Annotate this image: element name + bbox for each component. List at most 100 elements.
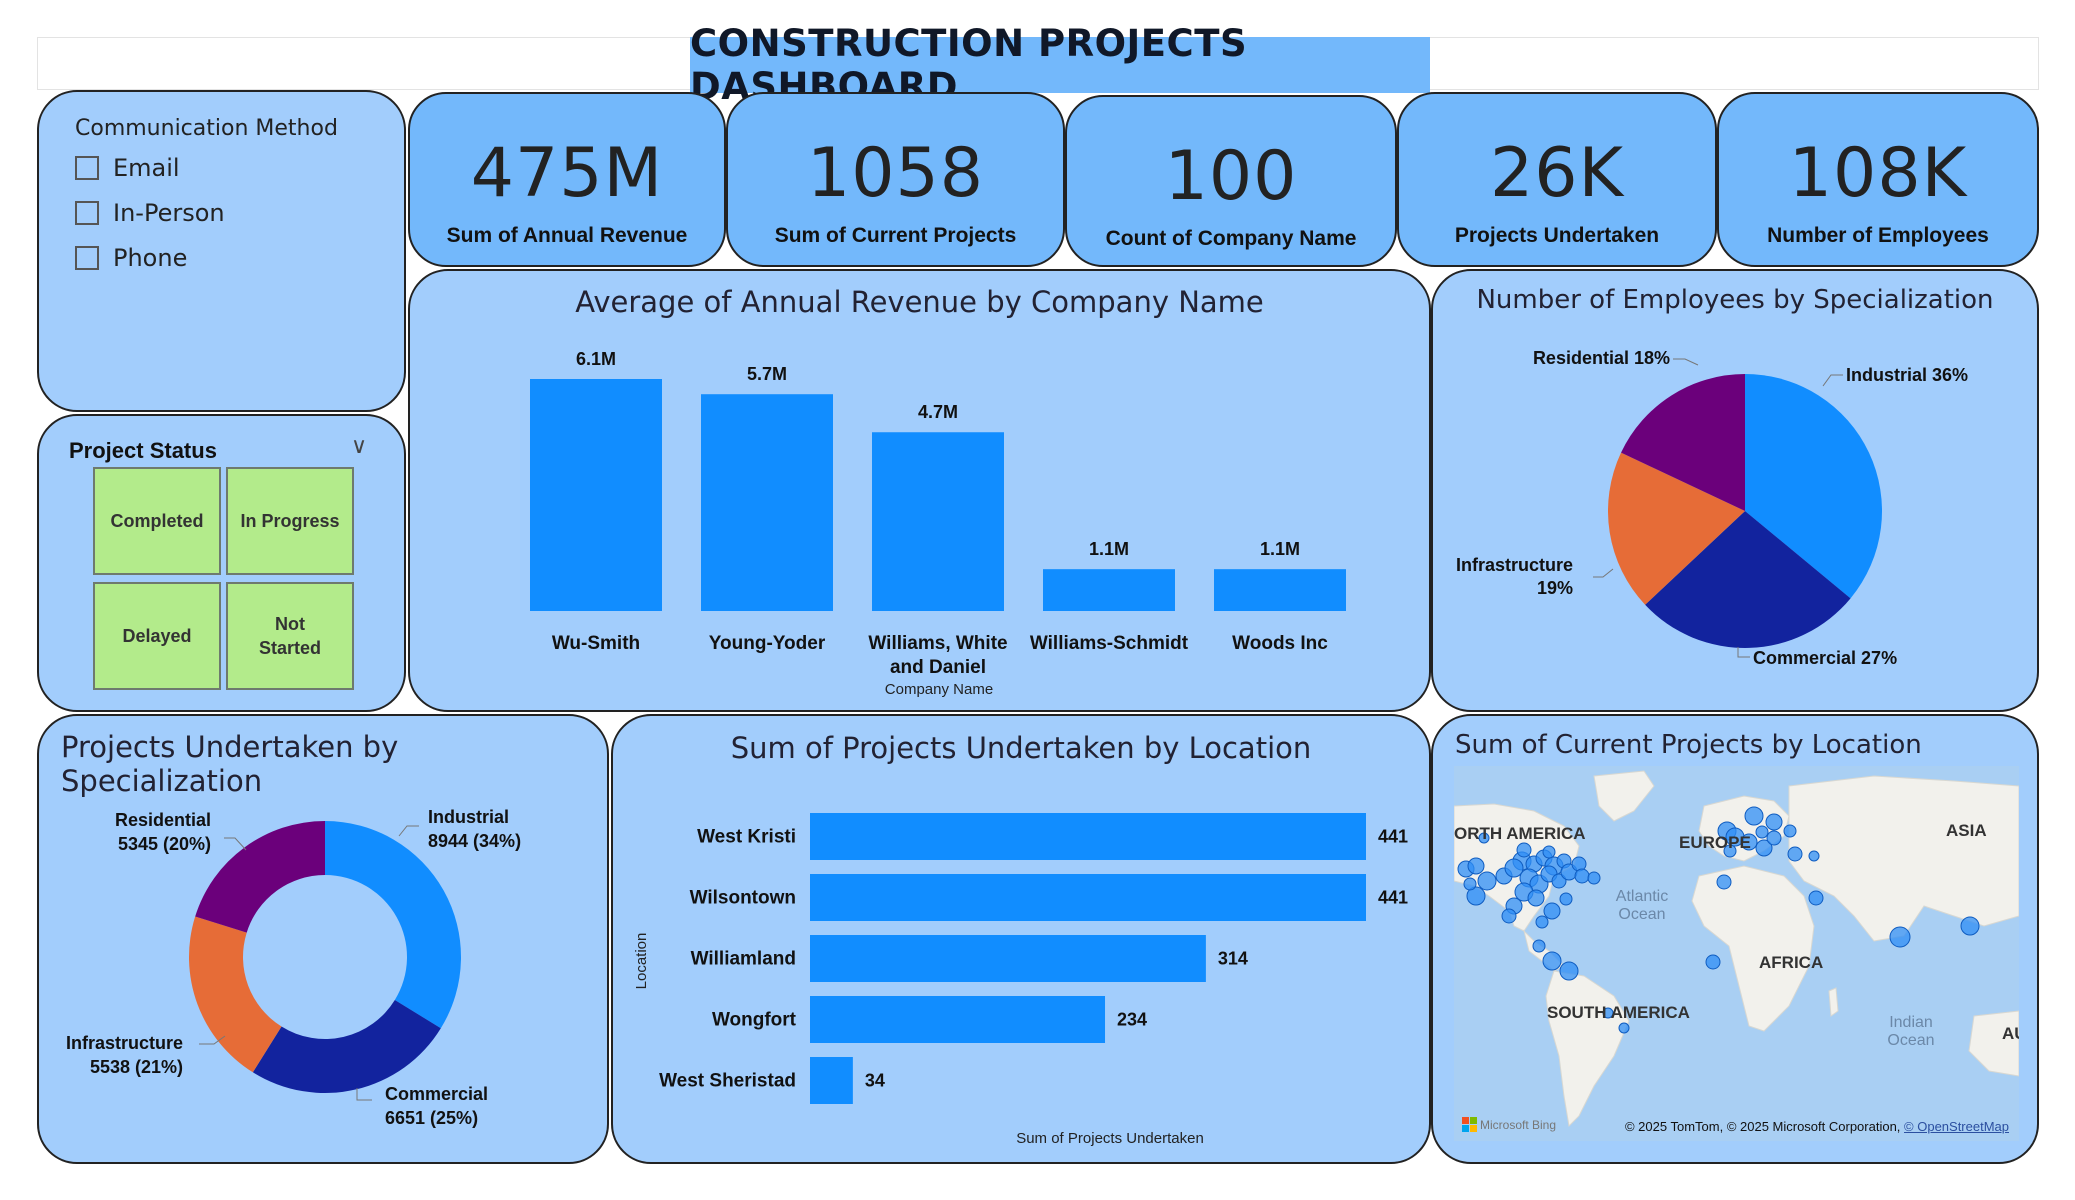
donut-slice-infrastructure[interactable] [189, 916, 282, 1073]
location-bubble[interactable] [1463, 877, 1477, 891]
bar[interactable] [810, 996, 1106, 1043]
slice-label-residential: Residential [115, 810, 211, 830]
data-label: 6.1M [576, 349, 616, 369]
donut-slice-commercial[interactable] [252, 999, 441, 1093]
kpi-value: 100 [1164, 137, 1298, 216]
communication-method-slicer: Communication Method Email In-Person Pho… [37, 90, 406, 412]
location-bubble[interactable] [1559, 961, 1579, 981]
location-bubble[interactable] [1766, 830, 1782, 846]
bar[interactable] [872, 432, 1004, 611]
location-bubble[interactable] [1618, 1022, 1630, 1034]
category-label: Wongfort [712, 1010, 797, 1031]
category-label: Wilsontown [690, 888, 796, 909]
projects-by-specialization-chart: Projects Undertaken by Specialization In… [37, 714, 609, 1164]
slice-label-commercial-value: 6651 (25%) [385, 1108, 478, 1128]
location-bubble[interactable] [1787, 846, 1803, 862]
data-label: 1.1M [1260, 539, 1300, 559]
world-map[interactable]: ORTH AMERICA EUROPE ASIA AFRICA SOUTH AM… [1454, 766, 2019, 1141]
leader-line [398, 825, 419, 837]
x-axis-label: Sum of Projects Undertaken [1016, 1130, 1204, 1147]
pie-slice-industrial[interactable] [1745, 374, 1882, 599]
bar[interactable] [701, 394, 833, 611]
chart-title: Sum of Projects Undertaken by Location [730, 731, 1312, 765]
location-bubble[interactable] [1889, 926, 1911, 948]
data-label: 34 [865, 1071, 885, 1091]
map-label-europe: EUROPE [1679, 833, 1751, 852]
category-label: Young-Yoder [709, 633, 826, 654]
bar[interactable] [530, 379, 662, 611]
slice-label-industrial-value: 8944 (34%) [428, 831, 521, 851]
location-bubble[interactable] [1783, 824, 1797, 838]
option-email[interactable]: Email [75, 154, 180, 182]
location-bubble[interactable] [1478, 832, 1490, 844]
location-bubble[interactable] [1960, 916, 1980, 936]
map-attribution: © 2025 TomTom, © 2025 Microsoft Corporat… [1625, 1119, 2009, 1134]
location-bubble[interactable] [1504, 858, 1524, 878]
location-bubble[interactable] [1477, 871, 1497, 891]
slicer-title: Communication Method [75, 116, 338, 141]
chart-title: Number of Employees by Specialization [1476, 285, 1994, 315]
option-phone[interactable]: Phone [75, 244, 187, 272]
option-in-person[interactable]: In-Person [75, 199, 225, 227]
location-bubble[interactable] [1808, 890, 1824, 906]
tile-completed[interactable]: Completed [93, 467, 221, 575]
leader-line [224, 837, 247, 851]
location-bubble[interactable] [1467, 857, 1485, 875]
category-label: Wu-Smith [552, 633, 640, 654]
openstreetmap-link[interactable]: © OpenStreetMap [1904, 1119, 2009, 1134]
bar[interactable] [810, 874, 1366, 921]
category-label: Woods Inc [1232, 633, 1328, 654]
location-bubble[interactable] [1516, 842, 1532, 858]
bar[interactable] [810, 935, 1206, 982]
kpi-number-employees: 108K Number of Employees [1717, 92, 2039, 267]
location-bubble[interactable] [1532, 939, 1546, 953]
location-bubble[interactable] [1466, 886, 1486, 906]
data-label: 234 [1117, 1010, 1147, 1030]
pie-slice-commercial[interactable] [1645, 511, 1851, 648]
checkbox-in-person[interactable] [75, 201, 99, 225]
bar[interactable] [1214, 569, 1346, 611]
location-bubble[interactable] [1755, 839, 1773, 857]
checkbox-email[interactable] [75, 156, 99, 180]
map-bubbles[interactable] [1457, 806, 1980, 1034]
location-bubble[interactable] [1744, 806, 1764, 826]
location-bubble[interactable] [1551, 873, 1567, 889]
location-bubble[interactable] [1808, 850, 1820, 862]
location-bubble[interactable] [1765, 813, 1783, 831]
location-bubble[interactable] [1740, 833, 1758, 851]
location-bubble[interactable] [1501, 908, 1517, 924]
tile-in-progress[interactable]: In Progress [226, 467, 354, 575]
map-label-north-america: ORTH AMERICA [1454, 824, 1586, 843]
employees-by-specialization-chart: Number of Employees by Specialization In… [1431, 269, 2039, 712]
slice-label-commercial: Commercial [385, 1084, 488, 1104]
location-bubble[interactable] [1527, 889, 1545, 907]
location-bubble[interactable] [1535, 915, 1549, 929]
location-bubble[interactable] [1723, 844, 1737, 858]
location-bubble[interactable] [1574, 868, 1590, 884]
location-bubble[interactable] [1542, 845, 1556, 859]
tile-not-started[interactable]: Not Started [226, 582, 354, 690]
pie-slice-infrastructure[interactable] [1608, 452, 1745, 605]
location-bubble[interactable] [1542, 951, 1562, 971]
donut-slice-residential[interactable] [195, 821, 325, 933]
location-bubble[interactable] [1543, 902, 1561, 920]
donut-slice-industrial[interactable] [325, 821, 461, 1029]
chevron-down-icon[interactable]: ∨ [351, 434, 368, 459]
checkbox-phone[interactable] [75, 246, 99, 270]
tile-delayed[interactable]: Delayed [93, 582, 221, 690]
bar-chart: 6.1M Wu-Smith 5.7M Young-Yoder 4.7M Williams,… [530, 349, 1346, 698]
location-bubble[interactable] [1587, 871, 1601, 885]
location-bubble[interactable] [1559, 892, 1573, 906]
location-bubble[interactable] [1602, 1007, 1614, 1019]
bar[interactable] [1043, 569, 1175, 611]
horizontal-bar-chart: 441 West Kristi 441 Wilsontown 314 Williamlan… [633, 813, 1408, 1147]
bar[interactable] [810, 1057, 853, 1104]
location-bubble[interactable] [1716, 874, 1732, 890]
bar[interactable] [810, 813, 1366, 860]
location-bubble[interactable] [1705, 954, 1721, 970]
leader-line [1737, 647, 1750, 658]
location-bubble[interactable] [1755, 825, 1769, 839]
data-label: 5.7M [747, 364, 787, 384]
map-canvas[interactable]: ORTH AMERICA EUROPE ASIA AFRICA SOUTH AM… [1454, 766, 2019, 1141]
pie-slice-residential[interactable] [1621, 374, 1745, 511]
